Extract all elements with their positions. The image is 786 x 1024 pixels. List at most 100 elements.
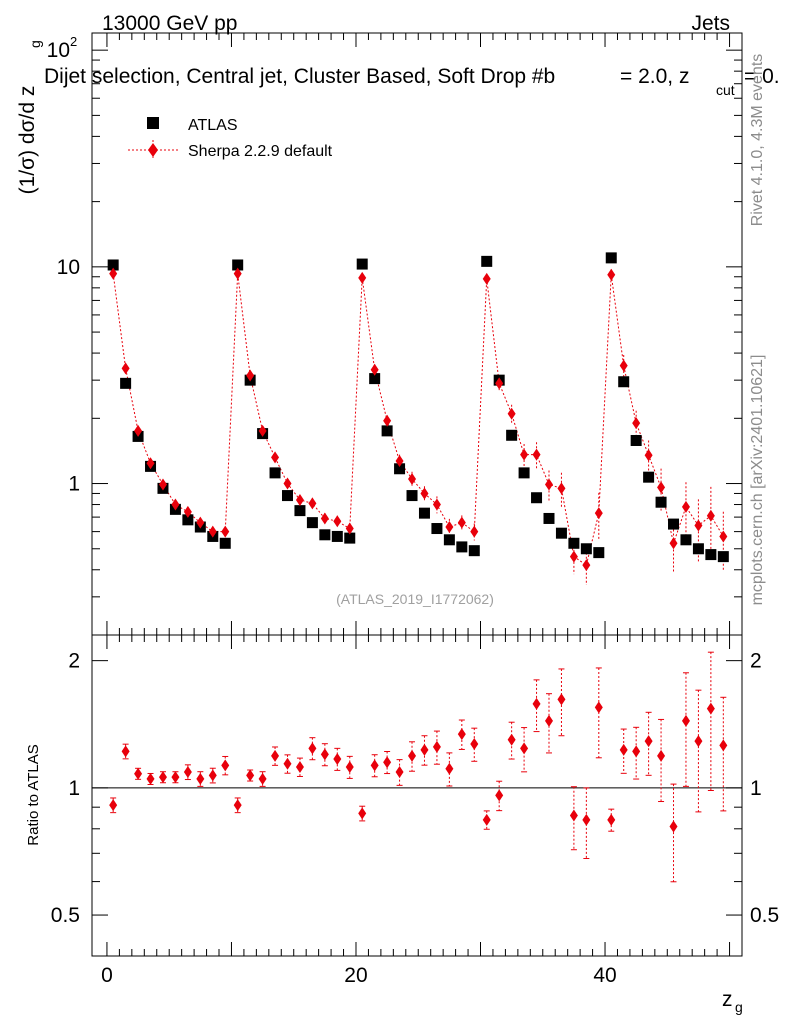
y-tick-label-top-exp: 2	[70, 34, 77, 49]
ratio-point	[370, 759, 379, 772]
atlas-point	[219, 537, 231, 549]
ratio-point	[233, 799, 242, 812]
ratio-point	[109, 799, 118, 812]
ratio-point	[258, 772, 267, 785]
atlas-point	[705, 549, 717, 561]
ratio-point	[358, 807, 367, 820]
sherpa-point	[694, 519, 703, 532]
ratio-data	[109, 651, 728, 883]
sherpa-point	[308, 497, 317, 510]
x-tick-label: 0	[101, 964, 113, 987]
x-tick-label: 40	[593, 964, 616, 987]
sherpa-point	[582, 559, 591, 572]
sherpa-point	[370, 363, 379, 376]
ratio-point	[208, 769, 217, 782]
sherpa-point	[719, 530, 728, 543]
ratio-point	[271, 749, 280, 762]
ratio-point	[420, 743, 429, 756]
atlas-point	[481, 255, 493, 267]
y-axis-label-main-sub: g	[27, 40, 43, 48]
ratio-panel-frame	[91, 634, 743, 957]
atlas-point	[605, 252, 617, 264]
sherpa-point	[532, 448, 541, 461]
y-axis-label-main-text: (1/σ) dσ/d z	[16, 86, 39, 195]
sherpa-point	[258, 424, 267, 437]
ratio-point	[283, 757, 292, 770]
legend-label-atlas: ATLAS	[188, 117, 238, 134]
sherpa-point	[196, 516, 205, 529]
atlas-point	[331, 530, 343, 542]
ratio-point	[158, 771, 167, 784]
ratio-point	[408, 749, 417, 762]
ratio-point	[134, 767, 143, 780]
sherpa-point	[345, 522, 354, 535]
sherpa-point	[619, 359, 628, 372]
sherpa-point	[569, 550, 578, 563]
sherpa-point	[432, 498, 441, 511]
sherpa-point	[632, 417, 641, 430]
ratio-point	[657, 749, 666, 762]
x-axis-label-text: z	[722, 988, 733, 1011]
sherpa-point	[395, 455, 404, 468]
ratio-point	[470, 737, 479, 750]
legend-marker-sherpa	[148, 143, 158, 157]
atlas-point	[381, 425, 393, 437]
y-tick-label-ratio-left: 2	[68, 650, 80, 673]
sherpa-point	[445, 521, 454, 534]
atlas-point	[344, 532, 356, 544]
atlas-point	[120, 377, 132, 389]
atlas-point	[356, 258, 368, 270]
atlas-point	[518, 467, 530, 479]
ratio-point	[594, 701, 603, 714]
y-tick-label-ratio-right: 0.5	[750, 904, 779, 927]
ratio-point	[221, 759, 230, 772]
atlas-point	[107, 259, 119, 271]
y-tick-label-main: 10	[57, 256, 80, 279]
ratio-point	[569, 809, 578, 822]
ratio-point	[320, 748, 329, 761]
ratio-point	[146, 772, 155, 785]
y-tick-label-ratio-left: 0.5	[51, 904, 80, 927]
atlas-point	[717, 551, 729, 563]
sherpa-point	[457, 516, 466, 529]
ratio-point	[171, 771, 180, 784]
svg-text:(1/σ) dσ/d z: (1/σ) dσ/d z	[16, 86, 39, 195]
sherpa-point	[594, 507, 603, 520]
atlas-point	[456, 541, 468, 553]
sherpa-point	[283, 477, 292, 490]
main-data	[107, 252, 729, 586]
legend-label-sherpa: Sherpa 2.2.9 default	[188, 143, 333, 160]
sherpa-point	[607, 268, 616, 281]
atlas-point	[692, 543, 704, 555]
atlas-point	[555, 527, 567, 539]
sherpa-point	[544, 478, 553, 491]
ratio-point	[719, 739, 728, 752]
ratio-point	[432, 740, 441, 753]
atlas-point	[369, 373, 381, 385]
y-axis-label-main: (1/σ) dσ/d z g	[16, 40, 43, 194]
sherpa-point	[470, 525, 479, 538]
sherpa-point	[333, 515, 342, 528]
atlas-point	[580, 543, 592, 555]
ratio-point	[495, 789, 504, 802]
ratio-point	[507, 733, 516, 746]
sherpa-point	[134, 424, 143, 437]
atlas-point	[394, 463, 406, 475]
sherpa-point	[358, 271, 367, 284]
sherpa-point	[146, 457, 155, 470]
chart-title: Dijet selection, Central jet, Cluster Ba…	[44, 65, 555, 88]
ratio-point	[308, 742, 317, 755]
ratio-point	[619, 743, 628, 756]
sherpa-point	[109, 267, 118, 280]
title-tail: = 2.0, z	[620, 65, 689, 88]
analysis-id: (ATLAS_2019_I1772062)	[336, 591, 494, 607]
sherpa-point	[158, 478, 167, 491]
sherpa-point	[246, 369, 255, 382]
ratio-point	[196, 772, 205, 785]
legend: ATLAS Sherpa 2.2.9 default	[128, 117, 333, 160]
ratio-point	[482, 813, 491, 826]
sherpa-point	[221, 525, 230, 538]
y-tick-label-ratio-right: 2	[750, 650, 762, 673]
y-tick-label-main: 1	[68, 473, 80, 496]
